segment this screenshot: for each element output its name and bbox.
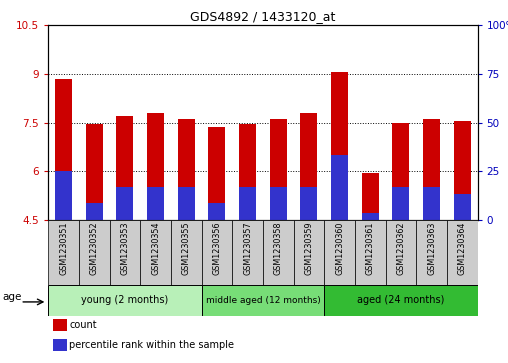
Bar bbox=[202, 220, 232, 285]
Bar bbox=[270, 187, 287, 220]
Text: GSM1230357: GSM1230357 bbox=[243, 221, 252, 275]
Bar bbox=[48, 220, 79, 285]
Title: GDS4892 / 1433120_at: GDS4892 / 1433120_at bbox=[190, 10, 336, 23]
Bar bbox=[355, 220, 386, 285]
Bar bbox=[393, 187, 409, 220]
Text: percentile rank within the sample: percentile rank within the sample bbox=[69, 340, 234, 350]
Bar bbox=[454, 121, 470, 220]
Bar bbox=[52, 319, 67, 331]
Bar bbox=[116, 187, 133, 220]
Text: GSM1230352: GSM1230352 bbox=[90, 221, 99, 275]
Text: GSM1230356: GSM1230356 bbox=[212, 221, 221, 275]
Bar bbox=[300, 113, 318, 220]
Bar bbox=[393, 122, 409, 220]
Text: young (2 months): young (2 months) bbox=[81, 295, 169, 305]
Bar bbox=[202, 285, 324, 316]
Text: count: count bbox=[69, 320, 97, 330]
Bar bbox=[52, 339, 67, 351]
Bar bbox=[55, 171, 72, 220]
Text: GSM1230361: GSM1230361 bbox=[366, 221, 375, 275]
Text: GSM1230354: GSM1230354 bbox=[151, 221, 160, 275]
Bar bbox=[447, 220, 478, 285]
Bar bbox=[178, 187, 195, 220]
Bar bbox=[171, 220, 202, 285]
Bar bbox=[55, 79, 72, 220]
Bar bbox=[79, 220, 110, 285]
Text: GSM1230364: GSM1230364 bbox=[458, 221, 467, 275]
Bar bbox=[300, 187, 318, 220]
Text: GSM1230351: GSM1230351 bbox=[59, 221, 68, 275]
Bar bbox=[48, 285, 202, 316]
Text: GSM1230362: GSM1230362 bbox=[396, 221, 405, 275]
Bar bbox=[208, 203, 226, 220]
Bar bbox=[362, 213, 378, 220]
Bar bbox=[239, 124, 256, 220]
Text: GSM1230355: GSM1230355 bbox=[182, 221, 190, 275]
Bar bbox=[147, 187, 164, 220]
Text: GSM1230360: GSM1230360 bbox=[335, 221, 344, 275]
Bar bbox=[324, 285, 478, 316]
Bar bbox=[423, 187, 440, 220]
Text: GSM1230359: GSM1230359 bbox=[304, 221, 313, 275]
Bar bbox=[423, 119, 440, 220]
Bar bbox=[454, 194, 470, 220]
Bar bbox=[386, 220, 416, 285]
Bar bbox=[178, 119, 195, 220]
Bar bbox=[331, 72, 348, 220]
Bar bbox=[140, 220, 171, 285]
Text: GSM1230358: GSM1230358 bbox=[274, 221, 283, 275]
Text: GSM1230363: GSM1230363 bbox=[427, 221, 436, 275]
Bar bbox=[270, 119, 287, 220]
Bar bbox=[362, 173, 378, 220]
Text: middle aged (12 months): middle aged (12 months) bbox=[206, 296, 320, 305]
Text: age: age bbox=[3, 292, 22, 302]
Bar bbox=[416, 220, 447, 285]
Bar bbox=[331, 155, 348, 220]
Bar bbox=[208, 127, 226, 220]
Bar bbox=[110, 220, 140, 285]
Bar bbox=[294, 220, 324, 285]
Bar bbox=[86, 124, 103, 220]
Bar bbox=[147, 113, 164, 220]
Bar bbox=[232, 220, 263, 285]
Text: aged (24 months): aged (24 months) bbox=[357, 295, 444, 305]
Text: GSM1230353: GSM1230353 bbox=[120, 221, 130, 275]
Bar bbox=[263, 220, 294, 285]
Bar bbox=[86, 203, 103, 220]
Bar bbox=[239, 187, 256, 220]
Bar bbox=[324, 220, 355, 285]
Bar bbox=[116, 116, 133, 220]
